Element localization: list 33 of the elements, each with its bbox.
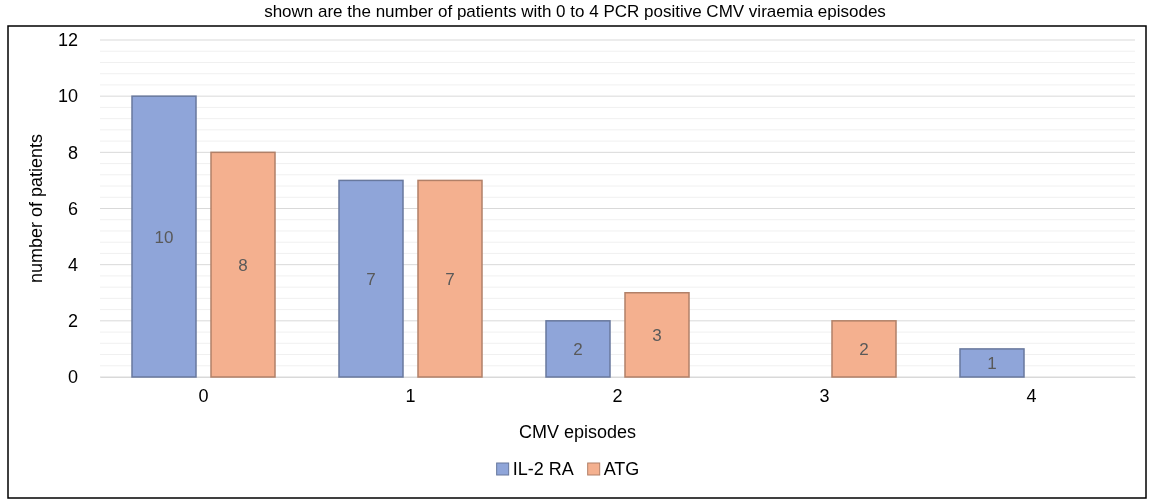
data-label: 1 — [987, 353, 997, 373]
y-tick-label: 6 — [67, 198, 78, 219]
data-label: 2 — [573, 339, 583, 359]
data-label: 3 — [652, 325, 662, 345]
y-tick-label: 8 — [67, 142, 78, 163]
y-tick-label: 12 — [57, 30, 78, 51]
y-tick-label: 0 — [67, 367, 78, 388]
bar — [210, 151, 276, 378]
x-axis-title: CMV episodes — [518, 422, 637, 442]
legend-label: ATG — [603, 459, 640, 479]
x-tick-label: 2 — [612, 385, 623, 406]
x-tick-label: 0 — [198, 385, 209, 406]
data-label: 2 — [859, 339, 869, 359]
data-label: 7 — [366, 269, 376, 289]
bar — [545, 320, 611, 378]
bar — [624, 292, 690, 378]
bar — [959, 348, 1025, 378]
bar — [831, 320, 897, 378]
chart-title: shown are the number of patients with 0 to 4 PCR positive CMV viraemia episodes — [264, 2, 886, 21]
bar — [417, 179, 483, 378]
legend-label: IL-2 RA — [512, 459, 574, 479]
data-label: 8 — [238, 255, 248, 275]
bar — [338, 179, 404, 378]
y-tick-label: 10 — [57, 86, 78, 107]
data-label: 7 — [445, 269, 455, 289]
x-tick-label: 1 — [405, 385, 416, 406]
y-tick-label: 4 — [67, 254, 78, 275]
y-axis-title: number of patients — [26, 133, 46, 284]
bar — [131, 95, 197, 378]
x-tick-label: 4 — [1026, 385, 1037, 406]
x-tick-label: 3 — [819, 385, 830, 406]
y-tick-label: 2 — [67, 311, 78, 332]
data-label: 10 — [154, 227, 174, 247]
